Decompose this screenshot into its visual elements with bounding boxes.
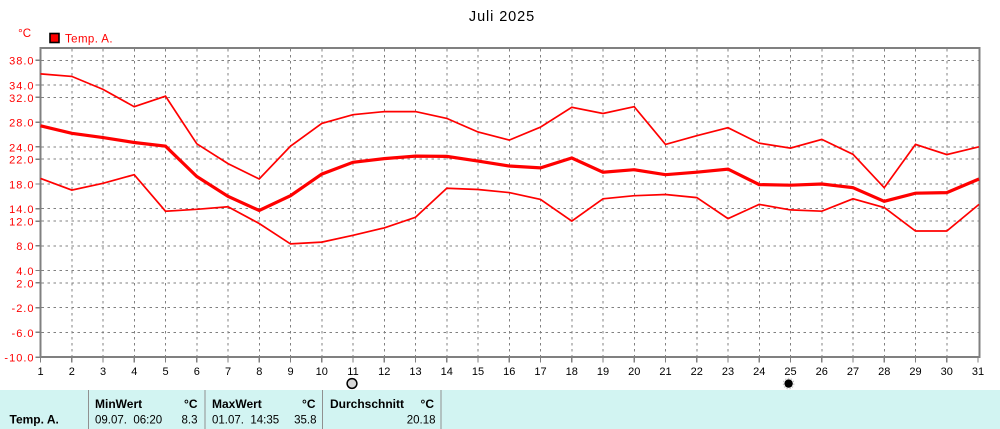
svg-text:15: 15 — [472, 366, 484, 378]
svg-text:°C: °C — [184, 397, 198, 411]
svg-text:-6.0: -6.0 — [12, 328, 35, 340]
svg-text:20: 20 — [628, 366, 640, 378]
svg-text:7: 7 — [225, 366, 231, 378]
svg-text:38.0: 38.0 — [9, 56, 34, 68]
svg-text:8.0: 8.0 — [16, 241, 34, 253]
svg-text:32.0: 32.0 — [9, 93, 34, 105]
svg-text:-2.0: -2.0 — [12, 303, 35, 315]
svg-text:14: 14 — [441, 366, 453, 378]
svg-text:17: 17 — [534, 366, 546, 378]
svg-text:28.0: 28.0 — [9, 118, 34, 130]
svg-text:9: 9 — [287, 366, 293, 378]
svg-text:25: 25 — [784, 366, 796, 378]
svg-text:31: 31 — [972, 366, 984, 378]
svg-text:11: 11 — [347, 366, 358, 378]
svg-text:8: 8 — [256, 366, 262, 378]
svg-text:Juli 2025: Juli 2025 — [469, 9, 535, 25]
svg-text:14.0: 14.0 — [9, 204, 34, 216]
svg-text:1: 1 — [37, 366, 43, 378]
svg-text:22.0: 22.0 — [9, 155, 34, 167]
svg-text:35.8: 35.8 — [294, 415, 316, 427]
svg-text:28: 28 — [878, 366, 890, 378]
svg-text:6: 6 — [194, 366, 200, 378]
svg-text:30: 30 — [941, 366, 953, 378]
svg-text:16: 16 — [503, 366, 515, 378]
svg-text:2.0: 2.0 — [16, 278, 34, 290]
svg-text:24: 24 — [753, 366, 765, 378]
svg-text:27: 27 — [847, 366, 859, 378]
svg-text:18.0: 18.0 — [9, 179, 34, 191]
svg-text:°C: °C — [18, 28, 31, 40]
svg-text:19: 19 — [597, 366, 609, 378]
svg-text:18: 18 — [566, 366, 578, 378]
svg-text:09.07. 06:20: 09.07. 06:20 — [95, 415, 162, 427]
svg-text:21: 21 — [659, 366, 671, 378]
svg-text:26: 26 — [816, 366, 828, 378]
svg-text:°C: °C — [302, 397, 316, 411]
svg-text:22: 22 — [691, 366, 703, 378]
svg-text:23: 23 — [722, 366, 734, 378]
svg-text:2: 2 — [69, 366, 75, 378]
svg-text:Durchschnitt: Durchschnitt — [330, 397, 404, 411]
svg-text:3: 3 — [100, 366, 106, 378]
svg-text:4.0: 4.0 — [16, 266, 34, 278]
svg-text:Temp. A.: Temp. A. — [10, 413, 59, 427]
svg-text:29: 29 — [909, 366, 921, 378]
svg-text:8.3: 8.3 — [182, 415, 198, 427]
svg-text:Temp. A.: Temp. A. — [65, 34, 113, 46]
svg-text:MinWert: MinWert — [95, 397, 142, 411]
svg-text:10: 10 — [316, 366, 328, 378]
svg-text:20.18: 20.18 — [407, 415, 436, 427]
svg-text:24.0: 24.0 — [9, 142, 34, 154]
svg-text:MaxWert: MaxWert — [212, 397, 262, 411]
svg-text:12: 12 — [378, 366, 390, 378]
svg-text:13: 13 — [409, 366, 421, 378]
svg-text:4: 4 — [131, 366, 137, 378]
svg-text:01.07. 14:35: 01.07. 14:35 — [212, 415, 279, 427]
svg-text:12.0: 12.0 — [9, 217, 34, 229]
svg-text:-10.0: -10.0 — [4, 353, 34, 365]
svg-text:°C: °C — [421, 397, 435, 411]
svg-text:34.0: 34.0 — [9, 80, 34, 92]
svg-text:5: 5 — [162, 366, 168, 378]
